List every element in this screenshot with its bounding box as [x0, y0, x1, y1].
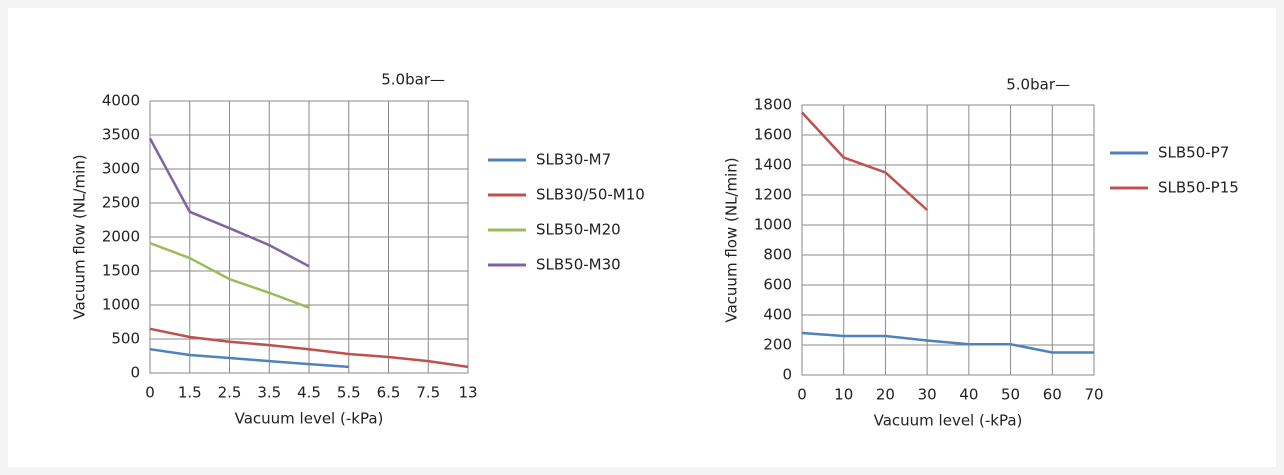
y-tick-label: 3500 [102, 126, 140, 144]
y-tick-label: 0 [130, 364, 140, 382]
legend-label: SLB50-P7 [1158, 144, 1229, 162]
y-tick-label: 600 [763, 276, 792, 294]
series-line [149, 241, 310, 309]
y-axis-label: Vacuum flow (NL/min) [723, 157, 741, 322]
plot-frame [801, 104, 1095, 376]
y-tick-label: 200 [763, 336, 792, 354]
y-tick-label: 2500 [102, 194, 140, 212]
y-axis-label: Vacuum flow (NL/min) [71, 154, 89, 319]
y-tick-label: 1400 [754, 156, 792, 174]
plot-frame [149, 100, 469, 374]
legend-label: SLB50-M20 [536, 221, 621, 239]
legend-label: SLB30-M7 [536, 151, 611, 169]
x-tick-label: 50 [1001, 386, 1020, 404]
x-axis-label: Vacuum level (-kPa) [874, 412, 1023, 430]
y-tick-label: 0 [782, 366, 792, 384]
x-tick-label: 10 [834, 386, 853, 404]
series-line [149, 327, 469, 369]
x-tick-label: 60 [1043, 386, 1062, 404]
x-tick-label: 6.5 [377, 384, 401, 402]
series-line [148, 137, 310, 268]
y-tick-label: 2000 [102, 228, 140, 246]
x-tick-label: 13 [458, 384, 477, 402]
x-tick-label: 20 [876, 386, 895, 404]
series-line [801, 111, 928, 211]
x-tick-label: 0 [797, 386, 807, 404]
y-tick-label: 500 [111, 330, 140, 348]
legend-label: SLB30/50-M10 [536, 186, 645, 204]
series-line [801, 331, 1094, 354]
y-tick-label: 800 [763, 246, 792, 264]
y-tick-label: 400 [763, 306, 792, 324]
x-tick-label: 40 [959, 386, 978, 404]
y-tick-label: 1800 [754, 96, 792, 114]
x-tick-label: 0 [145, 384, 155, 402]
y-tick-label: 1600 [754, 126, 792, 144]
x-tick-label: 7.5 [416, 384, 440, 402]
x-tick-label: 30 [918, 386, 937, 404]
annotation: 5.0bar— [381, 71, 445, 89]
y-tick-label: 3000 [102, 160, 140, 178]
series-line [149, 347, 349, 369]
x-tick-label: 3.5 [257, 384, 281, 402]
y-tick-label: 1000 [754, 216, 792, 234]
legend-label: SLB50-M30 [536, 256, 621, 274]
annotation: 5.0bar— [1006, 76, 1070, 94]
legend-label: SLB50-P15 [1158, 179, 1239, 197]
y-tick-label: 1500 [102, 262, 140, 280]
y-tick-label: 1000 [102, 296, 140, 314]
x-tick-label: 2.5 [218, 384, 242, 402]
x-tick-label: 5.5 [337, 384, 361, 402]
x-tick-label: 4.5 [297, 384, 321, 402]
y-tick-label: 1200 [754, 186, 792, 204]
x-tick-label: 70 [1084, 386, 1103, 404]
y-tick-label: 4000 [102, 92, 140, 110]
x-axis-label: Vacuum level (-kPa) [235, 410, 384, 428]
x-tick-label: 1.5 [178, 384, 202, 402]
